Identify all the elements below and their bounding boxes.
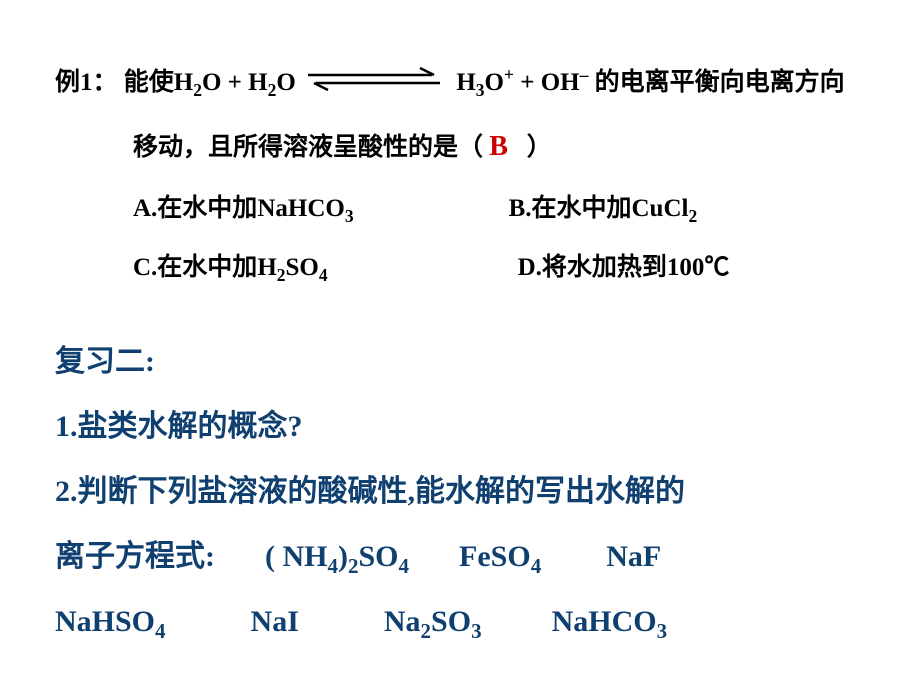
example-label: 例1： [55, 69, 118, 96]
opt-label: A.在水中加 [133, 195, 257, 222]
txt: 移动，且所得溶液呈酸性的是（ [133, 134, 483, 161]
sub: 2 [193, 80, 202, 100]
formula-part: SO [286, 254, 319, 281]
review-q2b: 离子方程式: ( NH4)2SO4 FeSO4 NaF [55, 525, 875, 588]
formula-3: NaF [606, 540, 661, 573]
formula-2: FeSO4 [459, 540, 541, 573]
review-q1: 1.盐类水解的概念? [55, 395, 875, 458]
opt-label: C.在水中加 [133, 254, 257, 281]
txt: ） [527, 134, 552, 161]
formula-7: NaHCO3 [552, 605, 668, 638]
formula-6: Na2SO3 [384, 605, 482, 638]
equilibrium-arrow-icon [304, 57, 444, 112]
formula-1: ( NH4)2SO4 [265, 540, 409, 573]
options-row-1: A.在水中加NaHCO3 B.在水中加CuCl2 [55, 181, 875, 236]
formula-part: H [456, 69, 475, 96]
example-line-1: 例1： 能使H2O + H2O H3O+ + OH– 的电离平衡向电离方向 [55, 55, 875, 112]
options-row-2: C.在水中加H2SO4 D.将水加热到100℃ [55, 240, 875, 295]
txt: 能使 [124, 69, 174, 96]
example-line-2: 移动，且所得溶液呈酸性的是（ B ） [55, 116, 875, 178]
sub: 3 [345, 206, 354, 226]
sub: 4 [319, 265, 328, 285]
slide-content: 例1： 能使H2O + H2O H3O+ + OH– 的电离平衡向电离方向 移动… [0, 0, 920, 653]
answer-text: B [489, 131, 508, 162]
opt-label: B.在水中加 [509, 195, 632, 222]
sup: + [504, 65, 514, 85]
txt: 离子方程式: [55, 540, 215, 573]
txt: 的电离平衡向电离方向 [588, 69, 844, 96]
option-d: D.将水加热到100℃ [518, 254, 730, 281]
formula-part: CuCl [632, 195, 689, 222]
review-heading: 复习二: [55, 330, 875, 393]
formula-5: NaI [251, 605, 299, 638]
review-formulas-row2: NaHSO4 NaI Na2SO3 NaHCO3 [55, 590, 875, 653]
sub: 2 [688, 206, 697, 226]
option-a: A.在水中加NaHCO3 [133, 195, 354, 222]
sub: 2 [277, 265, 286, 285]
formula-part: O [485, 69, 504, 96]
formula-part: O + H [202, 69, 268, 96]
option-b: B.在水中加CuCl2 [509, 195, 698, 222]
sub: 3 [476, 80, 485, 100]
example-block: 例1： 能使H2O + H2O H3O+ + OH– 的电离平衡向电离方向 移动… [55, 55, 875, 295]
formula-part: NaHCO [257, 195, 345, 222]
formula-part: H [174, 69, 193, 96]
formula-part: H [257, 254, 276, 281]
formula-4: NaHSO4 [55, 605, 166, 638]
review-block: 复习二: 1.盐类水解的概念? 2.判断下列盐溶液的酸碱性,能水解的写出水解的 … [55, 330, 875, 653]
formula-part: + OH [514, 69, 580, 96]
formula-part: O [276, 69, 295, 96]
review-q2a: 2.判断下列盐溶液的酸碱性,能水解的写出水解的 [55, 460, 875, 523]
option-c: C.在水中加H2SO4 [133, 254, 328, 281]
